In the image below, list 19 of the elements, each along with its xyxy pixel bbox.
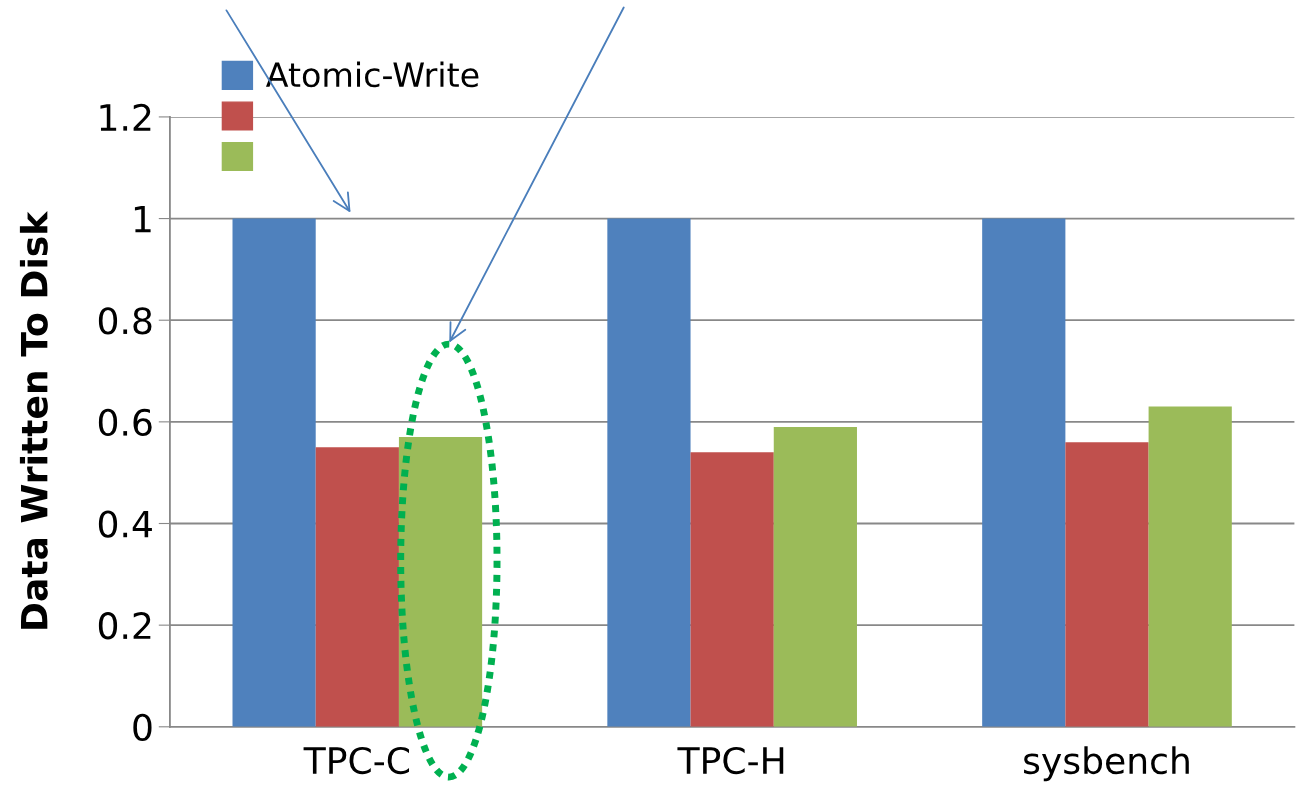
y-tick-label: 1.2 [100, 103, 151, 131]
x-tick-label: TPC-H [677, 746, 784, 775]
y-tick-label: 0.8 [98, 307, 152, 335]
bar [232, 218, 316, 727]
y-tick-label: 1 [134, 205, 151, 233]
y-tick-label: 0.2 [98, 612, 151, 640]
bar [982, 218, 1066, 727]
y-axis-title: Data Written To Disk [19, 211, 48, 629]
bar [773, 426, 857, 727]
y-tick-label: 0 [133, 713, 152, 742]
bar [690, 452, 774, 727]
legend-label: Atomic-Write [265, 61, 479, 88]
bar [1065, 442, 1149, 727]
y-tick-label: 0.6 [98, 408, 152, 437]
y-tick-label: 0.4 [98, 510, 152, 538]
x-tick-label: sysbench [1024, 746, 1189, 782]
x-tick-label: TPC-C [303, 746, 410, 775]
bar [607, 218, 691, 727]
bar [1148, 406, 1232, 727]
